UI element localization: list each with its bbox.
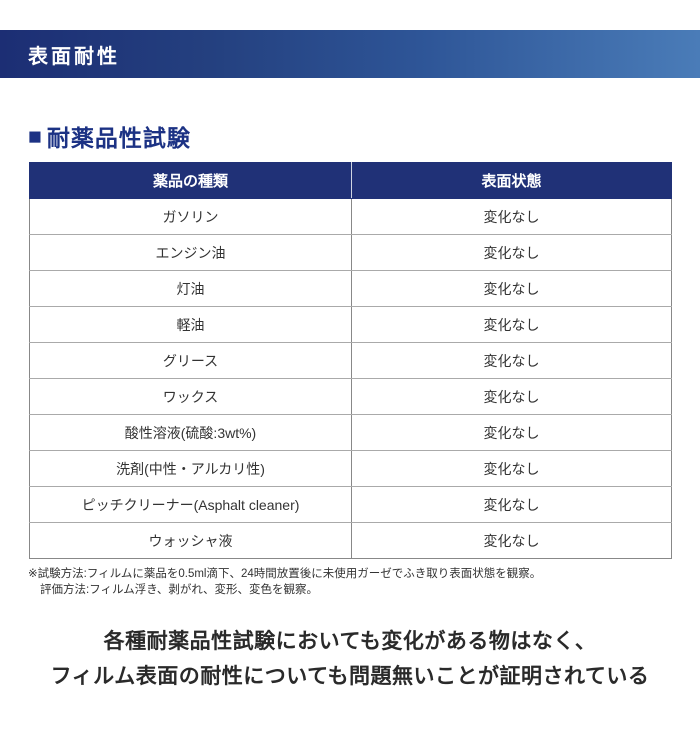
chemical-name-cell: エンジン油 [29, 234, 352, 271]
surface-state-cell: 変化なし [351, 414, 672, 451]
table-row: 洗剤(中性・アルカリ性) 変化なし [29, 450, 672, 487]
table-header-row: 薬品の種類 表面状態 [29, 162, 672, 199]
table-row: グリース 変化なし [29, 342, 672, 379]
chemical-name-cell: ワックス [29, 378, 352, 415]
note-evaluation-method: 評価方法:フィルム浮き、剥がれ、変形、変色を観察。 [40, 584, 319, 596]
table-row: 灯油 変化なし [29, 270, 672, 307]
surface-state-cell: 変化なし [351, 234, 672, 271]
surface-state-cell: 変化なし [351, 342, 672, 379]
table-row: ピッチクリーナー(Asphalt cleaner) 変化なし [29, 486, 672, 523]
square-bullet-icon: ■ [28, 122, 43, 149]
table-row: ガソリン 変化なし [29, 198, 672, 235]
test-method-notes: ※試験方法:フィルムに薬品を0.5ml滴下、24時間放置後に未使用ガーゼでふき取… [28, 566, 700, 598]
chemical-name-cell: ガソリン [29, 198, 352, 235]
table-row: ワックス 変化なし [29, 378, 672, 415]
section-title: 耐薬品性試験 [46, 125, 191, 151]
surface-state-cell: 変化なし [351, 270, 672, 307]
section-heading: ■ 耐薬品性試験 [28, 120, 700, 152]
surface-state-cell: 変化なし [351, 198, 672, 235]
surface-state-cell: 変化なし [351, 378, 672, 415]
chemical-name-cell: 酸性溶液(硫酸:3wt%) [29, 414, 352, 451]
table-body: ガソリン 変化なし エンジン油 変化なし 灯油 変化なし 軽油 変化なし グリース 変化なし ワック… [29, 198, 672, 559]
conclusion-text: 各種耐薬品性試験においても変化がある物はなく、 フィルム表面の耐性についても問題… [0, 624, 700, 694]
chemical-name-cell: グリース [29, 342, 352, 379]
surface-state-cell: 変化なし [351, 306, 672, 343]
page-title: 表面耐性 [28, 45, 120, 68]
chemical-name-cell: 軽油 [29, 306, 352, 343]
surface-state-cell: 変化なし [351, 450, 672, 487]
column-header-chemical-type: 薬品の種類 [29, 162, 352, 199]
surface-state-cell: 変化なし [351, 522, 672, 559]
table-row: 軽油 変化なし [29, 306, 672, 343]
conclusion-line-2: フィルム表面の耐性についても問題無いことが証明されている [50, 665, 650, 688]
chemical-name-cell: ピッチクリーナー(Asphalt cleaner) [29, 486, 352, 523]
chemical-resistance-table: 薬品の種類 表面状態 ガソリン 変化なし エンジン油 変化なし 灯油 変化なし 軽油 変化なし… [29, 162, 672, 559]
table-row: ウォッシャ液 変化なし [29, 522, 672, 559]
column-header-surface-state: 表面状態 [351, 162, 672, 199]
surface-state-cell: 変化なし [351, 486, 672, 523]
page-header-banner: 表面耐性 [0, 30, 700, 78]
table-row: エンジン油 変化なし [29, 234, 672, 271]
chemical-name-cell: 灯油 [29, 270, 352, 307]
note-test-method: ※試験方法:フィルムに薬品を0.5ml滴下、24時間放置後に未使用ガーゼでふき取… [28, 568, 542, 580]
table-row: 酸性溶液(硫酸:3wt%) 変化なし [29, 414, 672, 451]
chemical-name-cell: 洗剤(中性・アルカリ性) [29, 450, 352, 487]
table-header: 薬品の種類 表面状態 [29, 162, 672, 199]
conclusion-line-1: 各種耐薬品性試験においても変化がある物はなく、 [103, 630, 597, 653]
chemical-name-cell: ウォッシャ液 [29, 522, 352, 559]
